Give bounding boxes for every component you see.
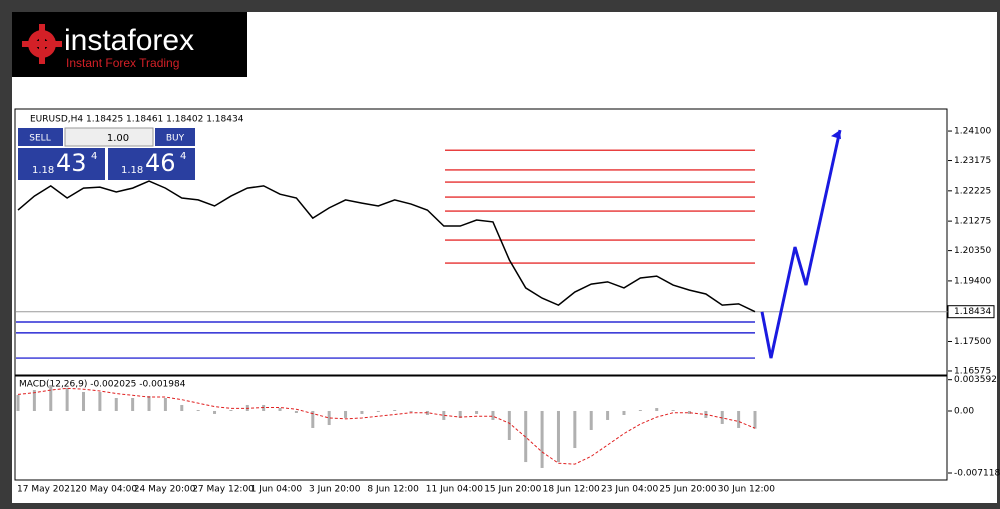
y-tick-label: 1.21275 <box>954 217 991 227</box>
macd-bar <box>442 410 446 420</box>
x-tick-label: 18 Jun 12:00 <box>543 485 600 495</box>
x-tick-label: 1 Jun 04:00 <box>251 485 303 495</box>
forecast-arrow <box>760 129 842 359</box>
x-tick-label: 27 May 12:00 <box>192 485 254 495</box>
y-tick-label: 1.16575 <box>954 366 991 376</box>
logo-name: instaforex <box>64 24 194 57</box>
macd-bar <box>737 410 741 428</box>
x-tick-label: 30 Jun 12:00 <box>718 485 775 495</box>
price-line <box>17 180 756 313</box>
macd-bar <box>131 398 135 411</box>
x-tick-label: 25 Jun 20:00 <box>659 485 716 495</box>
macd-bar <box>507 410 511 441</box>
macd-bar <box>229 410 233 411</box>
macd-bar <box>49 384 53 411</box>
y-tick-label: -0.007118 <box>954 469 1000 479</box>
y-tick-label: 1.20350 <box>954 246 991 256</box>
macd-bar <box>360 410 364 414</box>
macd-bar <box>344 410 348 418</box>
ask-big: 1.18 <box>121 165 143 176</box>
macd-bar <box>573 410 577 449</box>
buy-button[interactable] <box>155 128 195 146</box>
macd-bar <box>589 410 593 430</box>
signal-line <box>17 387 756 465</box>
y-tick-label: 1.24100 <box>954 127 991 137</box>
macd-header: MACD(12,26,9) -0.002025 -0.001984 <box>19 380 186 390</box>
y-tick-label: 1.23175 <box>954 156 991 166</box>
macd-bar <box>82 391 86 411</box>
macd-bar <box>98 391 102 411</box>
y-tick-label: 0.00 <box>954 406 974 416</box>
macd-bar <box>606 410 610 420</box>
macd-bar <box>294 410 298 413</box>
lot-input[interactable] <box>64 127 154 147</box>
x-tick-label: 20 May 04:00 <box>75 485 137 495</box>
arrow-head <box>831 130 841 140</box>
lot-value: 1.00 <box>107 133 129 144</box>
x-tick-label: 11 Jun 04:00 <box>426 485 483 495</box>
bid-box[interactable] <box>18 148 105 180</box>
ask-pips: 46 <box>145 149 176 177</box>
macd-bar <box>458 410 462 418</box>
macd-bar <box>556 410 560 463</box>
macd-bar <box>409 410 413 412</box>
sell-label: SELL <box>29 134 50 144</box>
x-tick-label: 24 May 20:00 <box>134 485 196 495</box>
y-tick-label: 1.19400 <box>954 276 991 286</box>
macd-bar <box>687 410 691 414</box>
y-tick-label: 1.17500 <box>954 337 991 347</box>
price-header: EURUSD,H4 1.18425 1.18461 1.18402 1.1843… <box>30 115 244 125</box>
macd-bar <box>540 410 544 468</box>
x-tick-label: 15 Jun 20:00 <box>484 485 541 495</box>
logo-icon <box>22 24 62 64</box>
ask-box[interactable] <box>108 148 195 180</box>
y-tick-label: 0.003592 <box>954 375 997 385</box>
bid-big: 1.18 <box>32 165 54 176</box>
current-price-label: 1.18434 <box>954 307 991 317</box>
y-tick-label: 1.22225 <box>954 186 991 196</box>
macd-bar <box>491 410 495 420</box>
x-tick-label: 8 Jun 12:00 <box>367 485 419 495</box>
macd-bar <box>655 408 659 411</box>
macd-bar <box>278 408 282 411</box>
macd-bar <box>376 410 380 412</box>
buy-label: BUY <box>166 134 185 144</box>
macd-bar <box>393 410 397 411</box>
macd-bar <box>213 410 217 414</box>
macd-bar <box>163 398 167 411</box>
ask-point: 4 <box>180 151 186 162</box>
bid-pips: 43 <box>56 149 87 177</box>
logo-tagline: Instant Forex Trading <box>66 56 179 70</box>
macd-bar <box>114 398 118 411</box>
macd-bar <box>196 410 200 411</box>
macd-bar <box>753 410 757 429</box>
x-tick-label: 3 Jun 20:00 <box>309 485 361 495</box>
trade-panel: SELL 1.00 BUY 1.18 43 4 1.18 46 4 <box>18 127 195 180</box>
macd-bar <box>180 404 184 411</box>
macd-bar <box>622 410 626 415</box>
macd-bar <box>32 389 36 411</box>
macd-bar <box>147 395 151 411</box>
macd-bar <box>475 410 479 414</box>
macd-bar <box>327 410 331 426</box>
macd-bar <box>671 410 675 411</box>
macd-bar <box>311 410 315 428</box>
macd-bar <box>65 387 69 411</box>
macd-panel <box>14 375 948 481</box>
sell-button[interactable] <box>18 128 63 146</box>
current-price-box <box>947 305 995 319</box>
x-tick-label: 23 Jun 04:00 <box>601 485 658 495</box>
macd-bar <box>16 394 20 411</box>
bid-point: 4 <box>91 151 97 162</box>
x-tick-label: 17 May 2021 <box>17 485 76 495</box>
macd-bar <box>638 410 642 411</box>
